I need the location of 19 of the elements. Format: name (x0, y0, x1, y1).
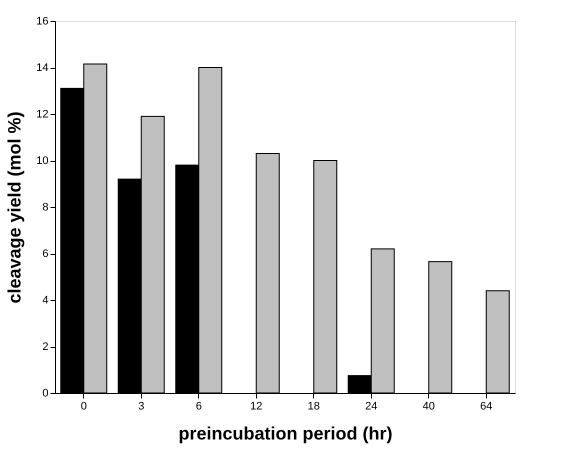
y-tick-label: 2 (42, 341, 48, 353)
y-tick-label: 4 (42, 294, 48, 306)
x-tick-label: 40 (422, 400, 435, 412)
x-tick-label: 24 (365, 400, 378, 412)
y-tick-label: 14 (36, 62, 48, 74)
x-axis-title: preincubation period (hr) (178, 424, 392, 444)
x-tick-label: 64 (480, 400, 492, 412)
y-tick-label: 16 (36, 16, 48, 28)
y-axis-title: cleavage yield (mol %) (4, 111, 24, 304)
y-tick-label: 6 (42, 248, 48, 260)
x-tick-label: 0 (80, 400, 87, 412)
x-tick-label: 6 (196, 400, 202, 412)
y-tick-label: 12 (36, 108, 48, 120)
y-tick-label: 8 (42, 202, 48, 214)
y-tick-label: 0 (42, 388, 48, 400)
x-tick-label: 12 (250, 400, 262, 412)
y-tick-label: 10 (36, 155, 48, 167)
x-tick-label: 18 (308, 400, 320, 412)
x-tick-label: 3 (138, 400, 144, 412)
